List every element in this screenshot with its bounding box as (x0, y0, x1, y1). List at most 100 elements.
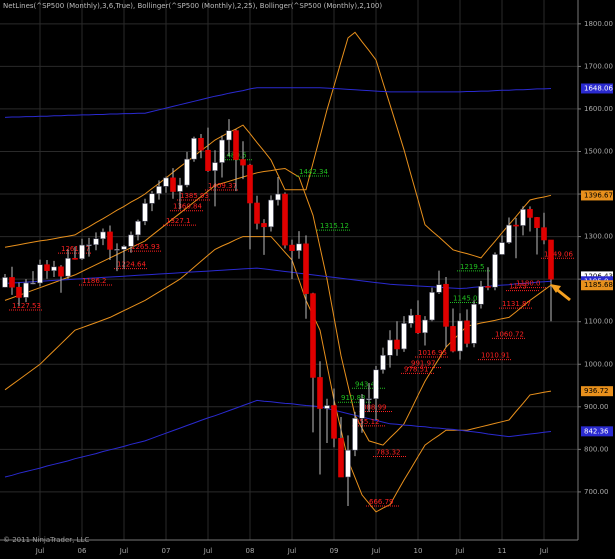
net-line-label: 1409.37 (208, 182, 237, 190)
bands (4, 31, 552, 513)
x-tick-label: Jul (455, 547, 465, 555)
x-tick-label: Jul (35, 547, 45, 555)
candle-body (86, 244, 92, 246)
bollinger-band (4, 399, 552, 478)
price-marker-label: 1648.06 (584, 84, 613, 92)
candle-body (436, 284, 442, 293)
net-line-label: 1186.2 (82, 277, 107, 285)
y-tick-label: 900.00 (584, 403, 609, 411)
price-marker (581, 190, 613, 201)
candle-body (534, 217, 540, 228)
bollinger-band (4, 31, 552, 259)
candle-body (485, 286, 491, 288)
candle-body (317, 377, 323, 409)
candle-body (93, 238, 99, 245)
x-tick-label: 06 (78, 547, 87, 555)
x-tick-label: 07 (162, 547, 171, 555)
candle-body (506, 224, 512, 243)
net-line-label: 1173 (509, 283, 527, 291)
net-lines: 1127.531261.071186.21224.641265.931327.1… (9, 152, 574, 507)
y-tick-label: 1100.00 (584, 318, 613, 326)
candle-body (303, 243, 309, 294)
candle-body (548, 239, 554, 280)
net-line-label: 1224.64 (117, 261, 146, 269)
grid (0, 0, 578, 540)
net-line-label: 910.83 (341, 394, 366, 402)
candle-body (58, 266, 64, 277)
price-marker (581, 386, 613, 397)
net-line-label: 1145.05 (453, 295, 482, 303)
candle-body (191, 137, 197, 160)
price-marker-label: 936.72 (584, 387, 609, 395)
price-marker-label: 842.36 (584, 427, 609, 435)
arrow (550, 284, 571, 302)
x-tick-label: Jul (287, 547, 297, 555)
net-line-label: 888.99 (362, 403, 387, 411)
candle-body (233, 130, 239, 160)
candle-body (9, 277, 15, 288)
candle-body (170, 177, 176, 192)
candle-body (520, 209, 526, 226)
candle-body (247, 164, 253, 204)
candle-body (30, 282, 36, 285)
candle-body (345, 449, 351, 478)
net-line-label: 1360.84 (173, 203, 202, 211)
candle-body (310, 293, 316, 378)
candle-body (296, 243, 302, 251)
candle-body (23, 282, 29, 298)
candle-body (401, 323, 407, 350)
candle-body (359, 398, 365, 419)
candle-body (373, 369, 379, 400)
net-line-label: 1315.12 (320, 222, 349, 230)
candle-body (429, 292, 435, 321)
candle-body (37, 264, 43, 284)
candle-body (44, 264, 50, 271)
y-tick-label: 1800.00 (584, 20, 613, 28)
x-tick-label: 10 (414, 547, 423, 555)
candle-body (527, 209, 533, 218)
candle-body (289, 244, 295, 251)
net-line-label: 943.47 (355, 380, 380, 388)
candle-body (422, 319, 428, 334)
candle-body (352, 417, 358, 451)
net-line-label: 1442.34 (299, 168, 328, 176)
bollinger-band (4, 267, 552, 290)
net-line-label: 1060.72 (495, 330, 524, 338)
candle-body (72, 257, 78, 260)
candle-body (121, 246, 127, 250)
price-marker-label: 1185.68 (584, 281, 613, 289)
candle-body (499, 242, 505, 255)
candle-body (408, 315, 414, 324)
copyright: © 2011 NinjaTrader, LLC (3, 536, 89, 544)
candle-body (184, 158, 190, 186)
y-tick-label: 700.00 (584, 488, 609, 496)
x-tick-label: 09 (330, 547, 339, 555)
candle-body (261, 223, 267, 228)
candle-body (142, 203, 148, 222)
arrow-head (550, 284, 561, 293)
x-tick-label: Jul (119, 547, 129, 555)
price-marker (581, 280, 613, 291)
candle-body (541, 227, 547, 241)
candle-body (156, 186, 162, 194)
candle-body (513, 224, 519, 227)
candle-body (205, 149, 211, 171)
candle-body (107, 231, 113, 250)
y-tick-label: 800.00 (584, 445, 609, 453)
net-line-label: 1180.0 (516, 280, 541, 288)
net-line-label: 783.32 (376, 448, 401, 456)
candle-body (338, 437, 344, 478)
candle-body (212, 162, 218, 171)
y-tick-label: 1000.00 (584, 360, 613, 368)
candles (2, 119, 554, 506)
candle-body (492, 254, 498, 288)
net-line-label: 1127.53 (12, 302, 41, 310)
net-line-label: 1219.5 (460, 263, 485, 271)
net-line-label: 1327.1 (166, 217, 191, 225)
x-tick-label: Jul (371, 547, 381, 555)
y-tick-label: 1600.00 (584, 105, 613, 113)
candle-body (275, 193, 281, 201)
net-line-label: 666.79 (369, 498, 394, 506)
candle-body (163, 177, 169, 187)
